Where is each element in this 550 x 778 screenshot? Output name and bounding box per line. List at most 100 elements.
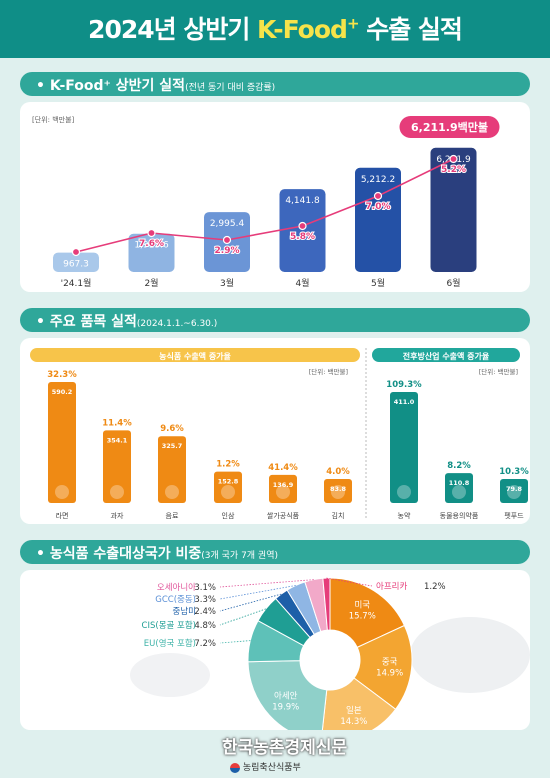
item-category-label: 농약 xyxy=(398,511,411,520)
item-value-label: 79.8 xyxy=(506,485,523,493)
unit-label-left: [단위: 백만불] xyxy=(309,367,348,376)
pie-slice xyxy=(247,660,328,730)
callout-value: 3.1% xyxy=(194,583,216,593)
item-value-label: 325.7 xyxy=(162,442,183,450)
item-icon xyxy=(397,485,411,499)
item-value-label: 411.0 xyxy=(394,398,415,406)
bar-value-label: 2,995.4 xyxy=(210,219,245,229)
pie-slice xyxy=(322,577,331,631)
bar xyxy=(53,252,99,272)
item-growth-label: 10.3% xyxy=(499,467,529,477)
callout-value: 7.2% xyxy=(194,639,216,649)
item-bar xyxy=(48,382,76,503)
pie-slice-name: 일본 xyxy=(346,706,362,716)
callout-value: 4.8% xyxy=(194,621,216,631)
item-value-label: 110.8 xyxy=(449,479,470,487)
growth-point xyxy=(373,191,383,201)
callout-line xyxy=(219,640,251,644)
left-header-bg xyxy=(30,348,360,362)
item-bar xyxy=(158,436,186,503)
callout-value: 1.2% xyxy=(424,582,446,592)
pie-slice-value: 14.9% xyxy=(376,668,403,678)
bar-value-label: 5,212.2 xyxy=(361,175,395,185)
item-icon xyxy=(110,485,124,499)
item-growth-label: 41.4% xyxy=(268,463,298,473)
pie-slice xyxy=(321,677,397,730)
item-growth-label: 1.2% xyxy=(216,460,240,470)
item-bar xyxy=(500,479,528,503)
world-map-shape xyxy=(130,653,210,697)
item-category-label: 펫푸드 xyxy=(504,511,524,520)
item-growth-label: 32.3% xyxy=(47,370,77,380)
bar-value-label: 967.3 xyxy=(63,260,89,270)
item-value-label: 83.8 xyxy=(330,485,347,493)
callout-name: CIS(몽골 포함) xyxy=(142,621,196,631)
x-tick-label: 5월 xyxy=(371,277,385,289)
unit-label-right: [단위: 백만불] xyxy=(479,367,518,376)
left-header-label: 농식품 수출액 증가율 xyxy=(159,351,231,361)
item-icon xyxy=(221,485,235,499)
bar xyxy=(279,189,326,272)
growth-label: 7.6% xyxy=(139,239,164,249)
item-category-label: 과자 xyxy=(111,511,124,520)
item-bar xyxy=(390,392,418,503)
section3-header: • 농식품 수출대상국가 비중(3개 국가 7개 권역) xyxy=(20,540,530,564)
bar xyxy=(430,147,477,272)
item-bar xyxy=(103,430,131,503)
pie-slice xyxy=(329,577,406,649)
growth-point xyxy=(298,221,307,231)
item-category-label: 동물용의약품 xyxy=(440,511,479,520)
callout-value: 2.4% xyxy=(194,607,216,617)
ministry-logo: 농림축산식품부 xyxy=(230,760,301,773)
callout-line xyxy=(219,608,267,626)
growth-label: 2.9% xyxy=(215,246,240,256)
item-category-label: 라면 xyxy=(56,511,69,520)
pie-slice-value: 19.9% xyxy=(272,703,299,713)
watermark-text: 한국농촌경제신문 xyxy=(222,738,348,758)
item-category-label: 김치 xyxy=(332,511,345,520)
growth-label: 5.8% xyxy=(290,232,315,242)
section3-panel: 미국 15.7% 중국 14.9% 일본 14.3% 아세안 19.9% 3.1% 오세아니아 3.… xyxy=(20,570,530,730)
callout-name: EU(영국 포함) xyxy=(144,638,196,649)
callout-name: 오세아니아 xyxy=(157,582,196,593)
section2-panel: 농식품 수출액 증가율 전후방산업 수출액 증가율 [단위: 백만불] [단위: 백만… xyxy=(20,338,530,524)
growth-label: 7.0% xyxy=(366,202,391,212)
x-tick-label: '24.1월 xyxy=(61,277,92,289)
pie-slice-name: 아세안 xyxy=(274,691,298,702)
callout-line xyxy=(219,579,314,588)
monthly-export-chart: [단위: 백만불] 967.3 '24.1월 1,913.6 2월 2,995.4 3월 4,… xyxy=(32,115,500,289)
item-category-label: 인삼 xyxy=(222,511,235,520)
item-category-label: 음료 xyxy=(166,512,179,520)
item-growth-label: 4.0% xyxy=(326,467,350,477)
item-icon xyxy=(452,485,466,499)
pie-slice-name: 중국 xyxy=(382,657,398,667)
growth-line xyxy=(75,158,454,253)
growth-point xyxy=(449,154,458,164)
item-icon xyxy=(165,485,179,499)
item-category-label: 쌀가공식품 xyxy=(267,511,300,520)
section1-panel: [단위: 백만불] 967.3 '24.1월 1,913.6 2월 2,995.4 3월 4,… xyxy=(20,102,530,292)
page-title: 2024년 상반기 K-Food+ 수출 실적 xyxy=(88,14,463,44)
growth-point xyxy=(147,228,156,238)
pie-slice-name: 미국 xyxy=(354,600,370,610)
section2-header: • 주요 품목 실적(2024.1.1.~6.30.) xyxy=(20,308,530,332)
item-growth-label: 8.2% xyxy=(447,461,471,471)
callout-line xyxy=(219,585,296,600)
x-tick-label: 3월 xyxy=(220,277,234,289)
callout-name: 아프리카 xyxy=(376,581,407,592)
item-bar xyxy=(324,479,352,503)
item-growth-label: 9.6% xyxy=(160,424,184,434)
item-growth-label: 11.4% xyxy=(102,418,132,428)
world-map-shape xyxy=(410,617,530,693)
x-tick-label: 6월 xyxy=(446,277,460,289)
total-callout-bg xyxy=(399,116,500,138)
item-value-label: 136.9 xyxy=(273,481,294,489)
item-icon xyxy=(55,485,69,499)
callout-name: 중남미 xyxy=(173,607,196,617)
pie-slice-value: 15.7% xyxy=(349,611,376,621)
right-header-label: 전후방산업 수출액 증가율 xyxy=(403,351,490,361)
unit-label: [단위: 백만불] xyxy=(32,115,75,124)
callout-value: 3.3% xyxy=(194,595,216,605)
item-icon xyxy=(276,485,290,499)
item-value-label: 152.8 xyxy=(218,478,239,486)
